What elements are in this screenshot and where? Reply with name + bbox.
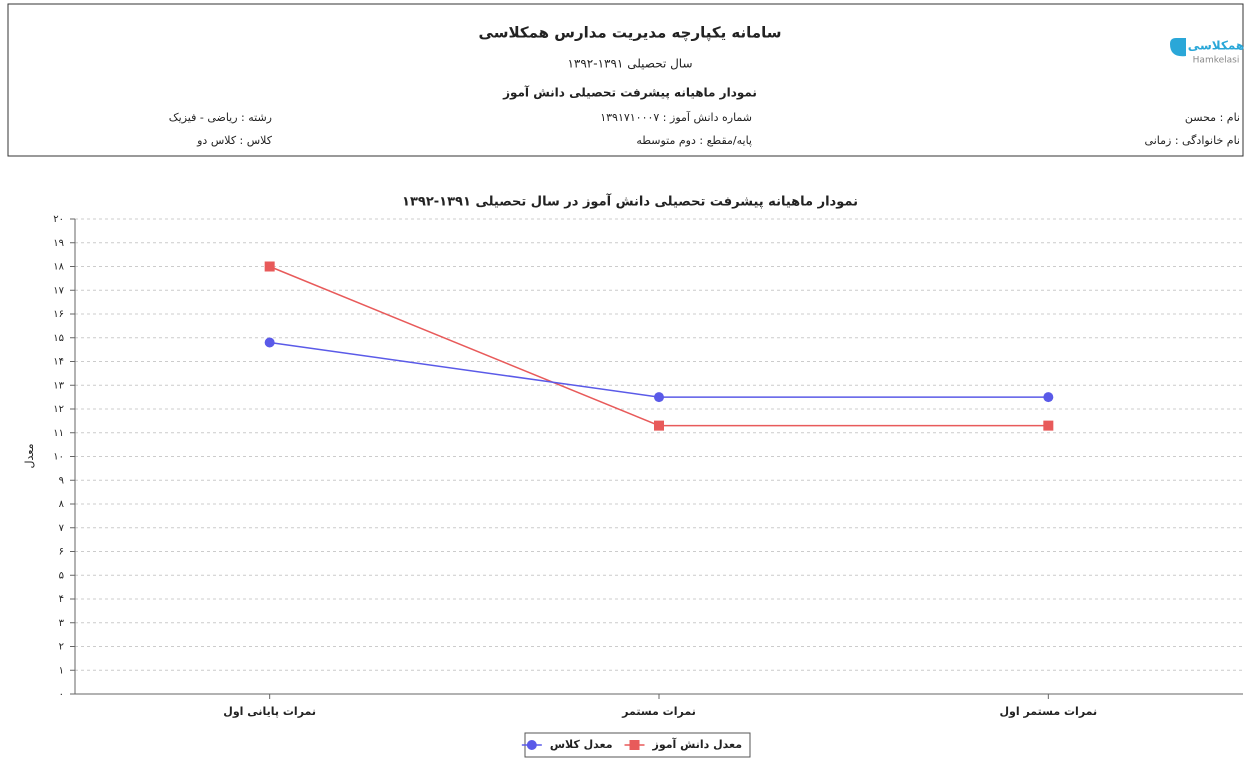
y-tick-label: ۱۳: [53, 380, 64, 391]
logo-text: همکلاسی: [1188, 39, 1244, 53]
y-tick-label: ۱۸: [53, 262, 64, 273]
point: [1043, 392, 1054, 403]
y-tick-label: ۱۱: [53, 428, 64, 439]
field: شماره دانش آموز : ۱۳۹۱۷۱۰۰۰۷: [600, 110, 752, 124]
y-tick-label: ۱۷: [53, 285, 64, 296]
field: رشته : ریاضی - فیزیک: [169, 111, 272, 124]
point: [264, 337, 275, 348]
y-tick-label: ۳: [59, 618, 65, 629]
point: [1043, 420, 1054, 431]
y-tick-label: ۱۴: [53, 357, 64, 368]
point: [526, 740, 537, 750]
series-line: [269, 341, 1049, 398]
report-year: سال تحصیلی ۱۳۹۱-۱۳۹۲: [567, 57, 692, 71]
y-tick-label: ۲۰: [53, 214, 64, 225]
chart-title: نمودار ماهیانه پیشرفت تحصیلی دانش آموز د…: [402, 193, 858, 210]
y-tick-label: ۶: [59, 547, 64, 558]
field: پایه/مقطع : دوم متوسطه: [636, 134, 752, 147]
field: کلاس : کلاس دو: [196, 134, 273, 147]
y-tick-label: ۱۹: [53, 238, 64, 249]
x-tick-label: نمرات مستمر: [621, 705, 696, 718]
point: [264, 261, 275, 272]
y-tick-label: ۱۰: [53, 452, 64, 463]
point: [654, 392, 664, 403]
y-tick-label: ۱۲: [53, 404, 64, 415]
logo-icon: [1170, 38, 1186, 57]
y-tick-label: ۴: [59, 594, 64, 605]
y-tick-label: ۷: [59, 523, 65, 534]
point: [629, 740, 640, 750]
report-subtitle: نمودار ماهیانه پیشرفت تحصیلی دانش آموز: [502, 85, 757, 101]
y-tick-label: ۱۶: [53, 309, 64, 320]
x-tick-label: نمرات مستمر اول: [999, 705, 1097, 718]
point: [654, 420, 664, 431]
y-tick-label: ۵: [59, 570, 64, 581]
x-tick-label: نمرات پایانی اول: [223, 705, 316, 718]
y-tick-label: ۸: [59, 499, 65, 510]
logo-latin: Hamkelasi: [1193, 56, 1240, 66]
legend-label: معدل دانش آموز: [652, 737, 742, 751]
legend-label: معدل کلاس: [550, 738, 613, 751]
y-tick-label: ۲: [59, 642, 64, 653]
field: نام : محسن: [1185, 111, 1240, 124]
y-tick-label: ۹: [59, 475, 64, 486]
logo: همکلاسی Hamkelasi: [1170, 38, 1244, 66]
y-tick-label: ۱۵: [53, 333, 64, 344]
header-box: [7, 3, 1244, 157]
field: نام خانوادگی : زمانی: [1145, 134, 1240, 147]
y-axis-label: معدل: [23, 443, 36, 468]
y-tick-label: ۱: [59, 665, 64, 676]
report-title: سامانه یکپارچه مدیریت مدارس همکلاسی: [479, 24, 782, 43]
y-tick-label: ۰: [59, 689, 64, 700]
